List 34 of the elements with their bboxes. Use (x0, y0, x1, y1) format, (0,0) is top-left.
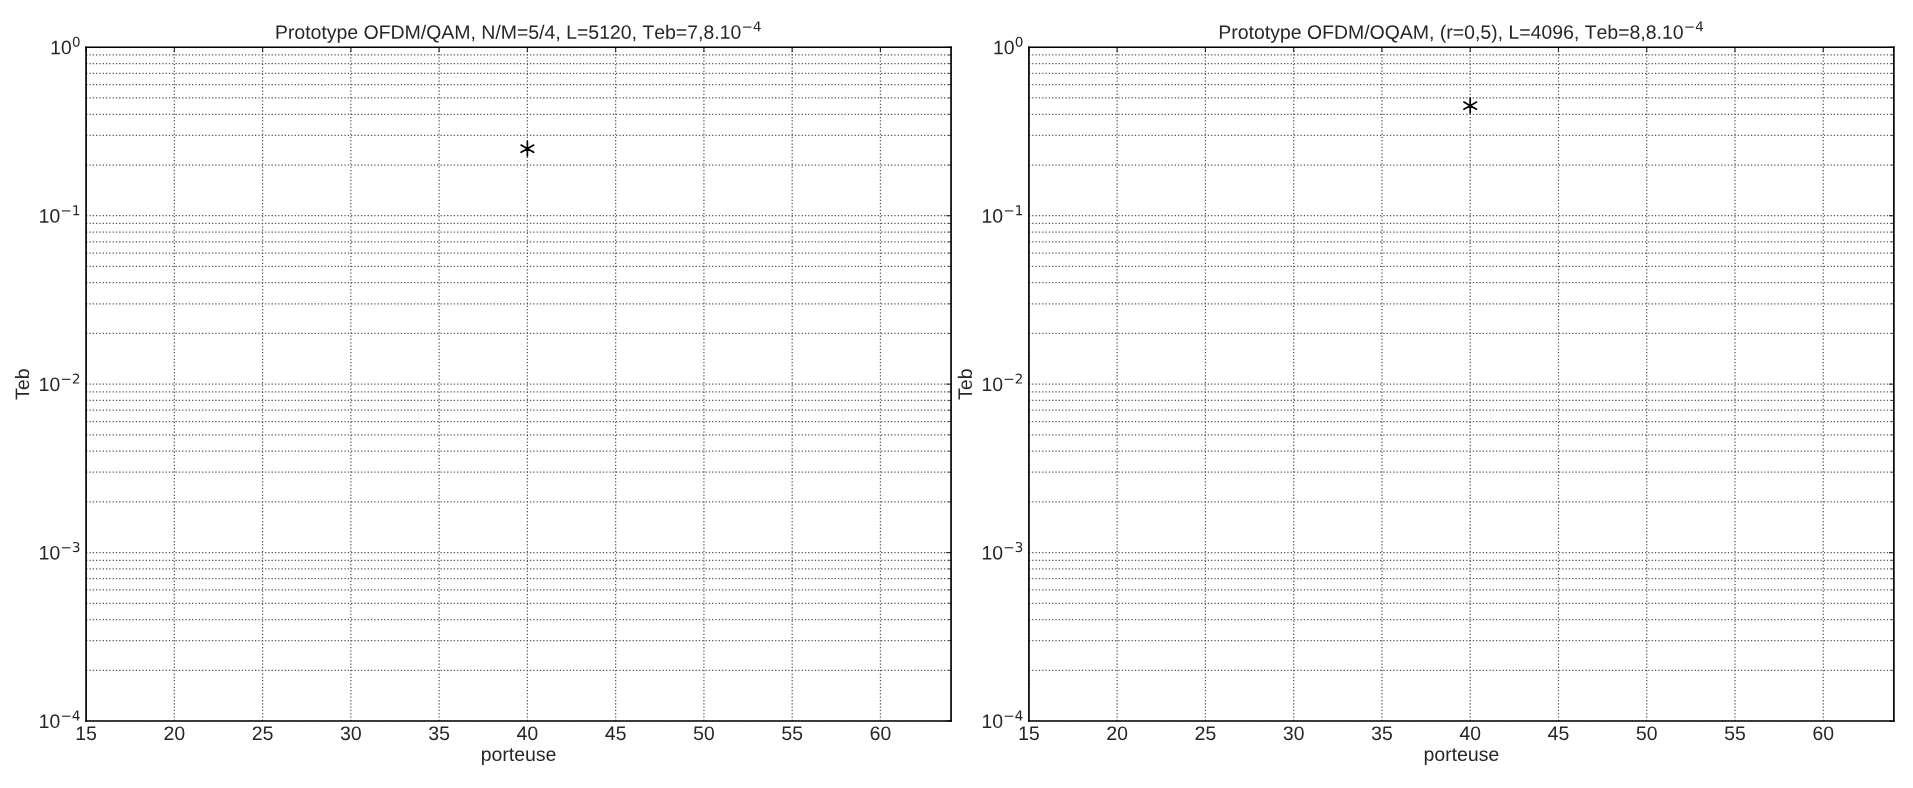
y-tick-label: 10$^{0}$ (994, 36, 1023, 55)
chart-title: Prototype OFDM/QAM, N/M=5/4, L=5120, Teb=7,8.10$^{−4}$ (276, 21, 761, 43)
x-tick-label: 60 (1813, 726, 1834, 741)
x-tick-label: 45 (605, 726, 626, 741)
x-tick-label: 50 (1636, 726, 1657, 741)
y-tick-label: 10$^{−1}$ (982, 205, 1023, 223)
x-tick-label: 55 (1724, 726, 1745, 741)
x-axis-title: porteuse (481, 748, 556, 765)
chart-title: Prototype OFDM/OQAM, (r=0,5), L=4096, Teb=8,8.10$^{−4}$ (1219, 21, 1704, 43)
x-tick-label: 45 (1548, 726, 1569, 741)
x-tick-label: 25 (252, 726, 273, 741)
x-tick-label: 40 (1459, 726, 1481, 741)
x-tick-label: 35 (1371, 726, 1392, 741)
x-tick-label: 30 (1283, 726, 1304, 741)
x-tick-label: 40 (517, 726, 538, 741)
x-tick-label: 55 (782, 726, 803, 741)
y-tick-label: 10$^{−3}$ (982, 541, 1023, 560)
x-tick-label: 30 (340, 726, 361, 741)
x-tick-label: 20 (1107, 726, 1128, 741)
x-tick-label: 25 (1195, 726, 1216, 741)
y-tick-label: 10$^{−2}$ (982, 373, 1022, 392)
x-tick-label: 60 (870, 726, 891, 741)
x-tick-label: 15 (1019, 726, 1039, 741)
y-tick-label: 10$^{−2}$ (40, 373, 80, 392)
x-axis-title: porteuse (1424, 748, 1499, 765)
y-axis-title: Teb (957, 369, 973, 400)
x-tick-label: 20 (164, 726, 185, 741)
x-tick-label: 15 (76, 726, 97, 741)
y-tick-label: 10$^{0}$ (51, 36, 80, 55)
y-tick-label: 10$^{−3}$ (40, 541, 80, 560)
y-tick-label: 10$^{−1}$ (40, 205, 80, 223)
x-tick-label: 50 (693, 726, 714, 741)
y-axis-title: Teb (14, 369, 30, 400)
x-tick-label: 35 (429, 726, 450, 741)
